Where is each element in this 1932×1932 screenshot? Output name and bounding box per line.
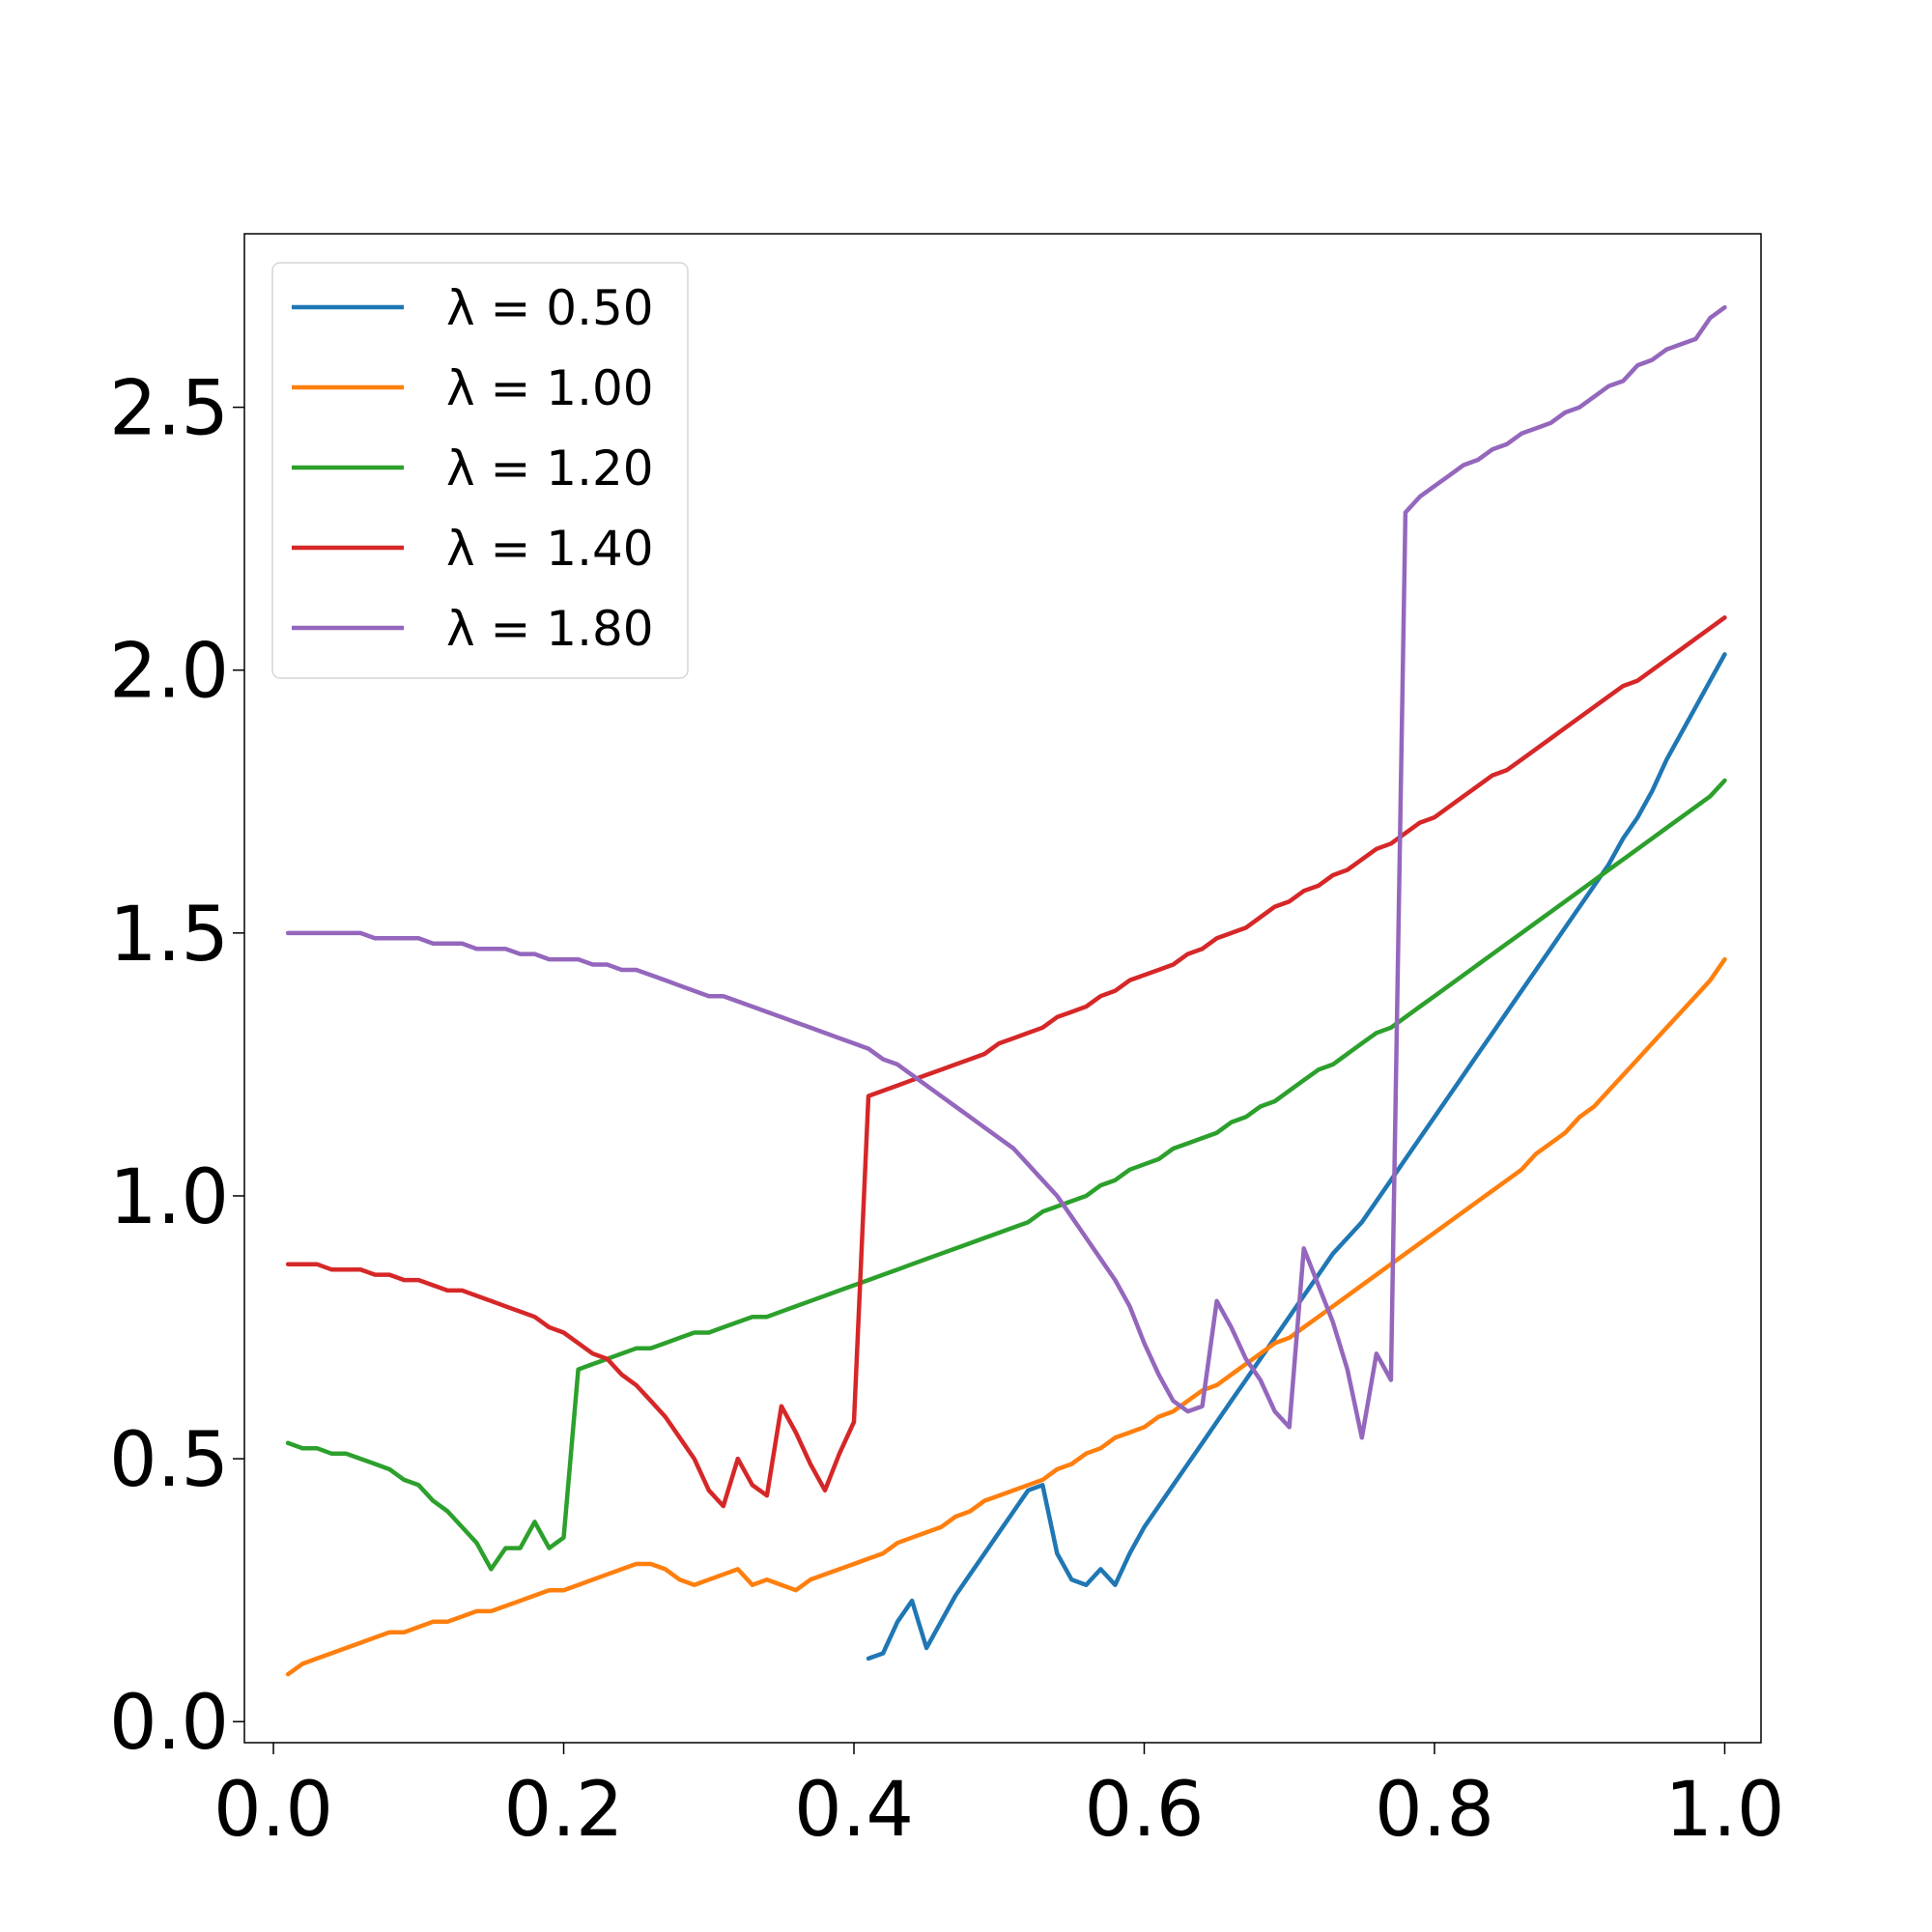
y-tick-label: 0.5 bbox=[109, 1417, 229, 1504]
y-tick-label: 1.5 bbox=[109, 892, 229, 979]
y-tick-label: 2.5 bbox=[109, 366, 229, 453]
legend: λ = 0.50 λ = 1.00 λ = 1.20 λ = 1.40 λ = 1.80 bbox=[271, 262, 689, 679]
series-line-3 bbox=[285, 615, 1727, 1509]
legend-box bbox=[271, 262, 689, 679]
x-tick-label: 0.6 bbox=[1084, 1767, 1204, 1854]
series-line-2 bbox=[285, 778, 1727, 1572]
y-tick-label: 1.0 bbox=[109, 1154, 229, 1241]
x-tick-label: 0.0 bbox=[213, 1767, 333, 1854]
x-axis: 0.0 0.2 0.4 0.6 0.8 1.0 bbox=[213, 1743, 1784, 1854]
legend-label-4: λ = 1.80 bbox=[446, 601, 654, 657]
legend-label-1: λ = 1.00 bbox=[446, 360, 654, 416]
x-tick-label: 0.8 bbox=[1375, 1767, 1494, 1854]
x-tick-label: 1.0 bbox=[1664, 1767, 1784, 1854]
series-line-4 bbox=[285, 304, 1727, 1440]
series-line-1 bbox=[285, 956, 1727, 1677]
series-layer bbox=[285, 304, 1727, 1677]
legend-label-2: λ = 1.20 bbox=[446, 440, 654, 497]
legend-label-3: λ = 1.40 bbox=[446, 521, 654, 577]
series-line-0 bbox=[866, 652, 1727, 1662]
legend-label-0: λ = 0.50 bbox=[446, 280, 654, 336]
y-tick-label: 0.0 bbox=[109, 1680, 229, 1767]
plot-area-frame bbox=[243, 233, 1762, 1744]
x-tick-label: 0.2 bbox=[504, 1767, 624, 1854]
y-tick-label: 2.0 bbox=[109, 629, 229, 716]
y-axis: 0.0 0.5 1.0 1.5 2.0 2.5 bbox=[109, 366, 244, 1767]
x-tick-label: 0.4 bbox=[794, 1767, 914, 1854]
